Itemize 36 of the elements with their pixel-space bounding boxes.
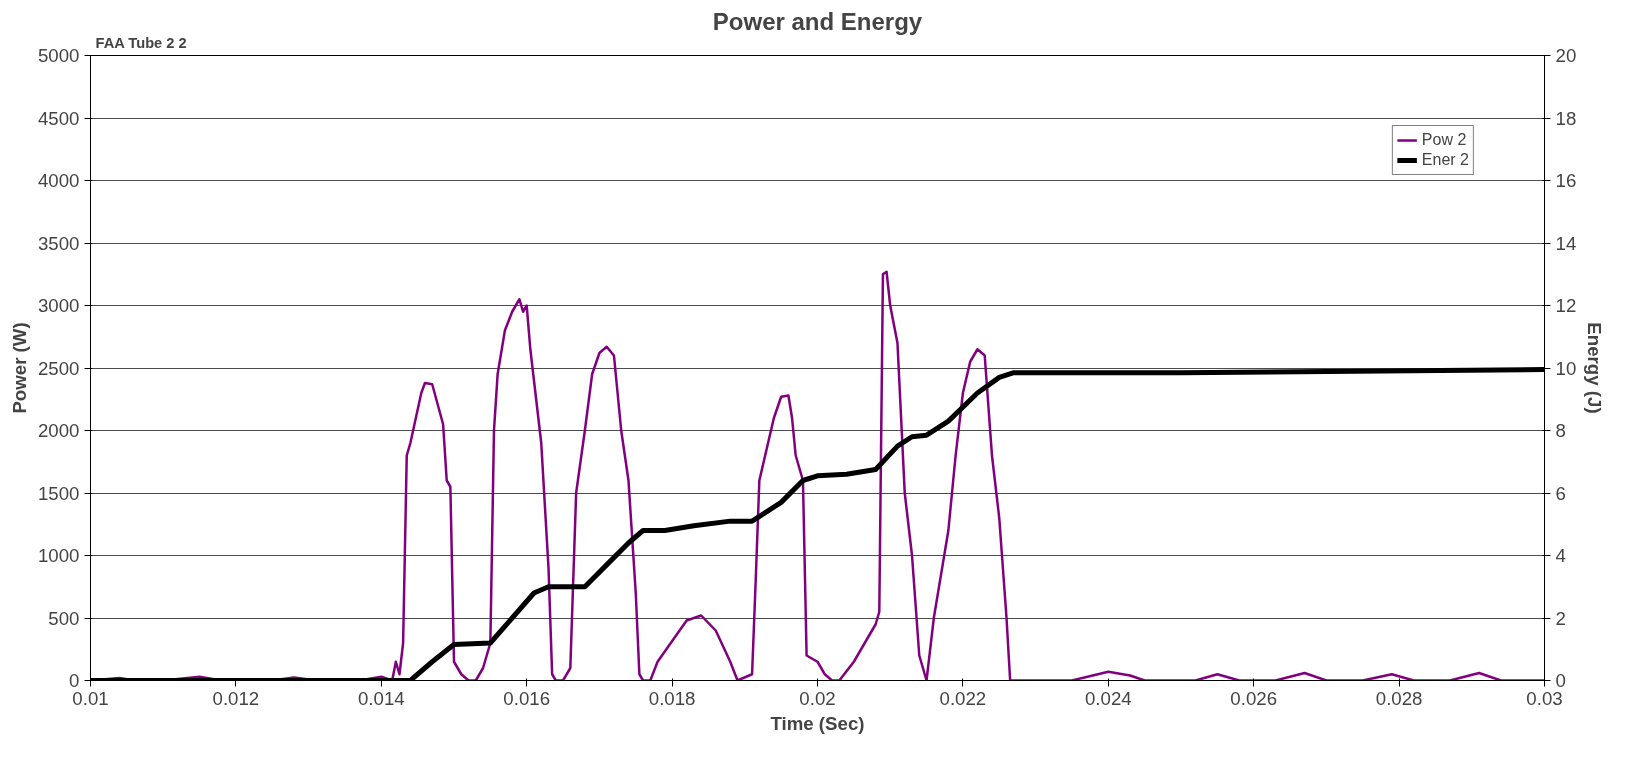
y2-tick-label: 4 — [1555, 545, 1566, 566]
y-tick-label: 3500 — [38, 232, 80, 254]
x-tick-label: 0.024 — [1084, 687, 1132, 709]
y2-tick-label: 2 — [1555, 607, 1566, 629]
y2-tick-label: 12 — [1555, 295, 1577, 316]
y-tick-label: 4000 — [38, 170, 80, 191]
y2-tick-label: 8 — [1555, 420, 1566, 441]
legend-label: Ener 2 — [1421, 151, 1469, 169]
x-tick-label: 0.014 — [357, 687, 405, 709]
y-tick-label: 2500 — [38, 357, 80, 379]
x-tick-label: 0.018 — [648, 687, 696, 709]
y-tick-label: 3000 — [38, 295, 80, 316]
y2-axis-title: Energy (J) — [1584, 322, 1606, 414]
x-tick-label: 0.016 — [503, 687, 551, 709]
legend-label: Pow 2 — [1421, 131, 1467, 149]
y-tick-label: 4500 — [38, 107, 80, 129]
y-tick-label: 5000 — [38, 45, 80, 66]
y2-tick-label: 16 — [1555, 170, 1577, 191]
y2-tick-label: 14 — [1555, 232, 1577, 254]
y2-tick-label: 6 — [1555, 482, 1566, 504]
x-axis-title: Time (Sec) — [770, 712, 865, 734]
y2-tick-label: 18 — [1555, 107, 1577, 129]
y-tick-label: 2000 — [38, 420, 80, 441]
y2-tick-label: 10 — [1555, 357, 1577, 379]
x-tick-label: 0.028 — [1375, 687, 1423, 709]
x-tick-label: 0.026 — [1230, 687, 1278, 709]
y-tick-label: 500 — [48, 607, 80, 629]
chart-title: Power and Energy — [712, 7, 923, 35]
x-tick-label: 0.022 — [939, 687, 987, 709]
y-tick-label: 1500 — [38, 482, 80, 504]
x-tick-label: 0.012 — [212, 687, 260, 709]
y2-tick-label: 20 — [1555, 45, 1577, 66]
y-tick-label: 1000 — [38, 545, 80, 566]
text: FAA Tube 2 2 — [95, 34, 187, 51]
y-axis-title: Power (W) — [9, 322, 30, 414]
x-tick-label: 0.02 — [799, 687, 836, 709]
